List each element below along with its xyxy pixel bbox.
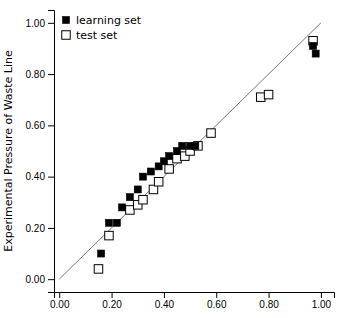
legend: learning set test set xyxy=(62,14,142,42)
series-points xyxy=(94,37,317,274)
y-tick-mark xyxy=(48,177,54,178)
point xyxy=(147,168,154,175)
x-axis-line xyxy=(55,293,335,299)
x-tick-mark xyxy=(164,292,165,298)
point xyxy=(165,165,174,174)
point xyxy=(126,194,133,201)
x-axis: 0.00 0.20 0.40 0.60 0.80 1.00 xyxy=(50,292,335,310)
y-tick: 0.80 xyxy=(26,69,54,80)
y-tick-mark xyxy=(48,228,54,229)
point xyxy=(173,154,182,163)
x-tick-label: 0.40 xyxy=(155,299,175,310)
y-tick-mark xyxy=(48,125,54,126)
x-tick: 0.40 xyxy=(155,292,175,310)
legend-label: learning set xyxy=(76,14,142,27)
y-tick: 0.40 xyxy=(26,171,54,182)
point xyxy=(154,178,163,187)
x-tick-mark xyxy=(216,292,217,298)
plot: 0.00 0.20 0.40 0.60 0.80 1.00 0.00 0.20 0.40 0.60… xyxy=(2,11,335,311)
legend-swatch xyxy=(62,31,71,40)
x-tick-label: 0.60 xyxy=(207,299,227,310)
y-tick-label: 0.60 xyxy=(26,120,46,131)
y-axis-line xyxy=(48,11,55,293)
legend-item: learning set xyxy=(63,14,142,27)
x-tick: 0.20 xyxy=(102,292,122,310)
point xyxy=(207,129,216,138)
x-tick-mark xyxy=(321,292,322,298)
y-tick-mark xyxy=(48,74,54,75)
y-tick-label: 0.20 xyxy=(26,223,46,234)
point xyxy=(94,265,103,274)
legend-swatch xyxy=(63,17,70,24)
point xyxy=(256,93,265,102)
point xyxy=(105,231,114,240)
point xyxy=(310,42,317,49)
chart-container: 0.00 0.20 0.40 0.60 0.80 1.00 0.00 0.20 0.40 0.60… xyxy=(0,0,348,318)
point xyxy=(126,206,135,215)
legend-label: test set xyxy=(76,29,118,42)
y-tick: 0.20 xyxy=(26,223,54,234)
marks xyxy=(59,23,321,279)
y-tick-label: 1.00 xyxy=(26,18,46,29)
x-tick: 0.00 xyxy=(50,292,70,310)
x-tick-label: 0.80 xyxy=(259,299,279,310)
legend-item: test set xyxy=(62,29,118,42)
point xyxy=(264,90,273,99)
point xyxy=(166,153,173,160)
point xyxy=(179,142,186,149)
chart-svg: 0.00 0.20 0.40 0.60 0.80 1.00 0.00 0.20 0.40 0.60… xyxy=(0,0,348,318)
point xyxy=(134,186,141,193)
point xyxy=(119,204,126,211)
x-tick: 0.80 xyxy=(259,292,279,310)
y-tick: 0.60 xyxy=(26,120,54,131)
y-tick: 0.00 xyxy=(26,274,54,285)
y-axis: 0.00 0.20 0.40 0.60 0.80 1.00 xyxy=(26,11,55,293)
point xyxy=(192,142,199,149)
point xyxy=(312,50,319,57)
x-tick: 1.00 xyxy=(312,292,332,310)
x-tick-label: 0.20 xyxy=(102,299,122,310)
y-tick-label: 0.80 xyxy=(26,69,46,80)
series-points xyxy=(98,42,320,257)
y-axis-title: Experimental Pressure of Waste Line xyxy=(2,50,15,252)
y-tick-label: 0.00 xyxy=(26,274,46,285)
y-tick-mark xyxy=(48,23,54,24)
x-tick-mark xyxy=(59,292,60,298)
point xyxy=(139,195,148,204)
point xyxy=(113,219,120,226)
x-tick: 0.60 xyxy=(207,292,227,310)
reference-line xyxy=(59,23,321,279)
y-tick-label: 0.40 xyxy=(26,171,46,182)
x-tick-mark xyxy=(269,292,270,298)
y-tick-mark xyxy=(48,279,54,280)
point xyxy=(139,173,146,180)
y-tick: 1.00 xyxy=(26,18,54,29)
x-tick-label: 1.00 xyxy=(312,299,332,310)
point xyxy=(98,250,105,257)
point xyxy=(105,219,112,226)
x-tick-label: 0.00 xyxy=(50,299,70,310)
x-tick-mark xyxy=(112,292,113,298)
